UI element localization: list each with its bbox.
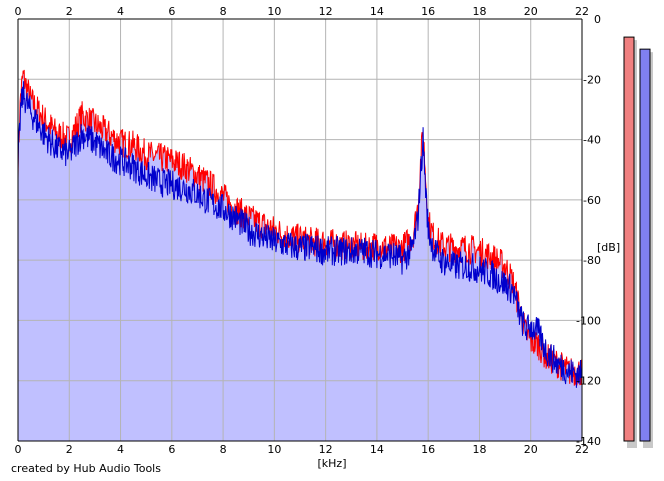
chart-axes	[17, 18, 583, 442]
x-tick-label-bottom: 10	[267, 443, 281, 456]
x-tick-label-top: 14	[370, 5, 384, 18]
x-tick-label-bottom: 12	[319, 443, 333, 456]
y-axis-label: [dB]	[597, 241, 620, 254]
y-tick-label: -40	[583, 134, 601, 147]
y-tick-label: -20	[583, 73, 601, 86]
x-tick-label-top: 22	[575, 5, 589, 18]
y-tick-label: -100	[576, 314, 601, 327]
x-tick-label-bottom: 20	[524, 443, 538, 456]
x-axis-label: [kHz]	[318, 457, 347, 470]
x-tick-label-top: 12	[319, 5, 333, 18]
x-tick-label-top: 16	[421, 5, 435, 18]
x-tick-label-bottom: 4	[117, 443, 124, 456]
series-line-right-channel	[17, 81, 583, 388]
x-tick-label-top: 4	[117, 5, 124, 18]
credit-text: created by Hub Audio Tools	[11, 462, 161, 475]
x-tick-label-bottom: 2	[66, 443, 73, 456]
x-tick-label-bottom: 22	[575, 443, 589, 456]
x-tick-label-bottom: 16	[421, 443, 435, 456]
x-tick-label-top: 8	[220, 5, 227, 18]
y-tick-label: 0	[594, 13, 601, 26]
y-tick-label: -60	[583, 194, 601, 207]
x-tick-labels-bottom: 0 2 4 6 8 10 12 14 16 18 20 22	[15, 443, 590, 456]
x-tick-label-bottom: 8	[220, 443, 227, 456]
series-line-left-channel	[17, 69, 583, 386]
y-tick-labels: 0 -20 -40 -60 -80 -100 -120 -140	[576, 13, 601, 448]
x-tick-label-top: 2	[66, 5, 73, 18]
x-tick-label-bottom: 18	[472, 443, 486, 456]
x-tick-label-top: 0	[15, 5, 22, 18]
x-tick-label-top: 6	[168, 5, 175, 18]
x-tick-label-bottom: 6	[168, 443, 175, 456]
spectrum-fill	[18, 69, 582, 442]
x-tick-label-bottom: 14	[370, 443, 384, 456]
level-meters	[623, 36, 653, 449]
x-tick-label-top: 18	[472, 5, 486, 18]
x-tick-label-top: 20	[524, 5, 538, 18]
x-tick-label-top: 10	[267, 5, 281, 18]
y-tick-label: -120	[576, 375, 601, 388]
x-tick-labels-top: 0 2 4 6 8 10 12 14 16 18 20 22	[15, 5, 590, 18]
y-tick-label: -80	[583, 254, 601, 267]
level-meter-left	[623, 36, 635, 442]
spectrum-fill-area	[18, 69, 582, 442]
series-layer	[17, 69, 583, 388]
y-tick-label: -140	[576, 435, 601, 448]
level-meter-right	[639, 48, 651, 442]
x-tick-label-bottom: 0	[15, 443, 22, 456]
